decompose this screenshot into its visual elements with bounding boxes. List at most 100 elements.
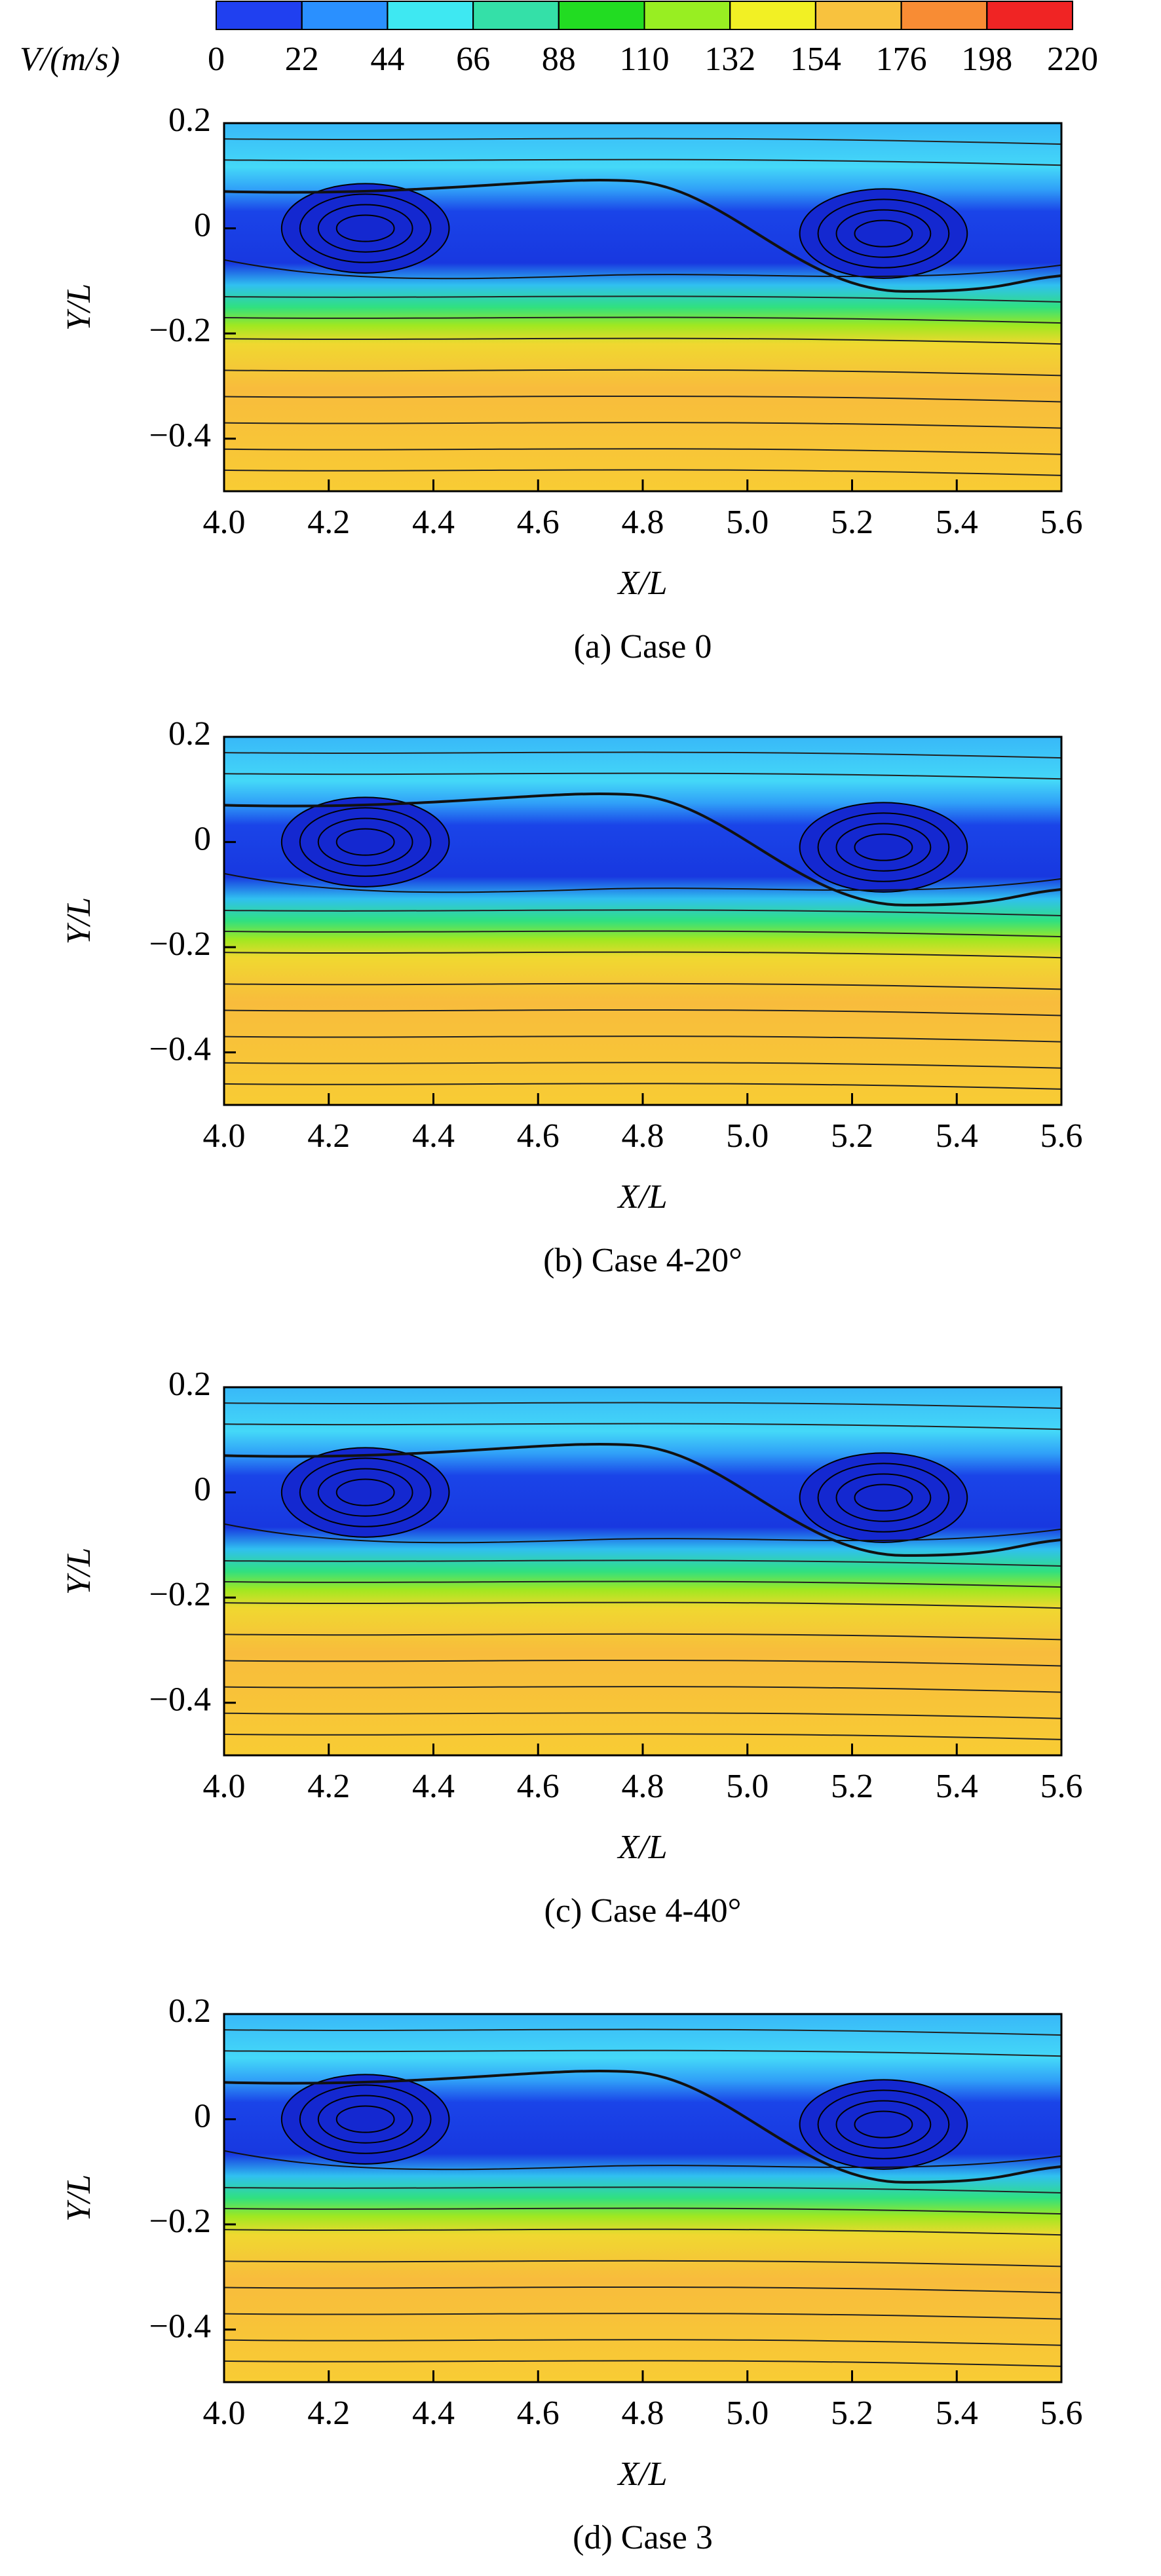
streamline [223,138,1062,145]
x-tick-label: 5.6 [1040,1117,1083,1155]
panel: 4.0 4.2 4.4 4.6 4.8 5.0 5.2 5.4 5.6 −0.4 −0.2 0 0.2 X… [60,1992,1083,2556]
x-axis-label: X/L [617,1178,667,1216]
x-axis-label: X/L [617,2455,667,2493]
streamline [223,2228,1062,2236]
y-axis-label: Y/L [60,284,98,331]
colorbar-bin [643,1,731,30]
vortex [335,1478,395,1506]
x-tick-label: 5.0 [726,1117,769,1155]
streamline [223,2049,1062,2057]
colorbar-tick-label: 66 [456,41,490,78]
vortex [335,828,395,856]
y-tick-label: 0.2 [168,1366,211,1403]
colorbar-bin [387,1,474,30]
x-tick-label: 5.4 [936,1117,978,1155]
vortex [335,2105,395,2133]
streamline [223,1423,1062,1430]
vortex [817,2089,950,2159]
colorbar-bin [986,1,1074,30]
x-tick-label: 5.4 [936,2395,978,2432]
y-tick-label: −0.2 [149,312,211,349]
vortex [835,823,932,872]
y-tick-label: 0 [194,1471,211,1508]
vortex [317,817,413,867]
x-tick-label: 5.6 [1040,2395,1083,2432]
colorbar-bin [729,1,816,30]
velocity-field [224,1387,1061,1755]
y-tick-label: −0.2 [149,1576,211,1613]
streamline [223,1062,1062,1069]
y-tick-label: 0 [194,207,211,244]
x-tick-label: 4.2 [307,1768,350,1805]
x-tick-label: 5.0 [726,1768,769,1805]
streamline [223,2186,1062,2193]
streamline [223,951,1062,959]
y-tick-label: 0.2 [168,102,211,139]
lower-shear [223,1523,1062,1544]
x-tick-label: 4.4 [412,1117,455,1155]
streamline [223,1601,1062,1609]
x-tick-label: 4.4 [412,2395,455,2432]
x-tick-label: 5.2 [831,2395,873,2432]
streamline [223,422,1062,429]
streamline [223,159,1062,166]
y-axis-label: Y/L [60,897,98,944]
shear-layer [223,793,1062,906]
x-tick-label: 4.2 [307,504,350,541]
vortex [817,812,950,882]
x-tick-label: 4.8 [622,1117,664,1155]
colorbar-tick-label: 22 [285,41,319,78]
x-axis-label: X/L [617,1829,667,1866]
streamline [223,751,1062,759]
vortex [335,214,395,242]
y-tick-label: −0.4 [149,2308,211,2345]
x-tick-label: 4.8 [622,504,664,541]
streamline [223,1009,1062,1017]
x-tick-label: 4.2 [307,2395,350,2432]
colorbar-tick-label: 198 [961,41,1012,78]
vortex [299,2084,432,2154]
vortex [835,2100,932,2149]
streamline [223,448,1062,455]
panel: 4.0 4.2 4.4 4.6 4.8 5.0 5.2 5.4 5.6 −0.4 −0.2 0 0.2 X… [60,102,1083,665]
colorbar-bin [301,1,389,30]
x-tick-label: 5.2 [831,1117,873,1155]
x-tick-label: 5.0 [726,504,769,541]
vortex [299,193,432,263]
x-tick-label: 5.6 [1040,504,1083,541]
colorbar-bin [558,1,645,30]
vortex [835,209,932,258]
y-tick-label: −0.2 [149,925,211,963]
x-tick-label: 4.4 [412,1768,455,1805]
streamline [223,369,1062,377]
colorbar-bin [900,1,988,30]
velocity-field [224,737,1061,1105]
x-axis-label: X/L [617,565,667,602]
streamline [223,295,1062,303]
streamline [223,982,1062,990]
streamline [223,2286,1062,2294]
vortex [299,1457,432,1527]
streamline [223,2260,1062,2268]
colorbar-label: V/(m/s) [20,41,120,78]
streamline [223,772,1062,780]
shear-layer [223,2070,1062,2184]
x-tick-label: 4.6 [517,1117,560,1155]
streamline [223,1559,1062,1567]
streamline [223,1036,1062,1043]
lower-shear [223,259,1062,280]
colorbar-bin [472,1,560,30]
streamline [223,1659,1062,1667]
x-tick-label: 4.6 [517,2395,560,2432]
streamline [223,2339,1062,2346]
x-tick-label: 4.8 [622,2395,664,2432]
x-tick-label: 4.6 [517,504,560,541]
y-tick-label: 0.2 [168,1992,211,2030]
vortex [317,1468,413,1517]
vortex [280,183,450,274]
colorbar-tick-label: 88 [542,41,576,78]
streamline [223,2207,1062,2215]
shear-layer [223,179,1062,293]
caption: (c) Case 4-40° [544,1892,742,1930]
streamline [223,1633,1062,1641]
